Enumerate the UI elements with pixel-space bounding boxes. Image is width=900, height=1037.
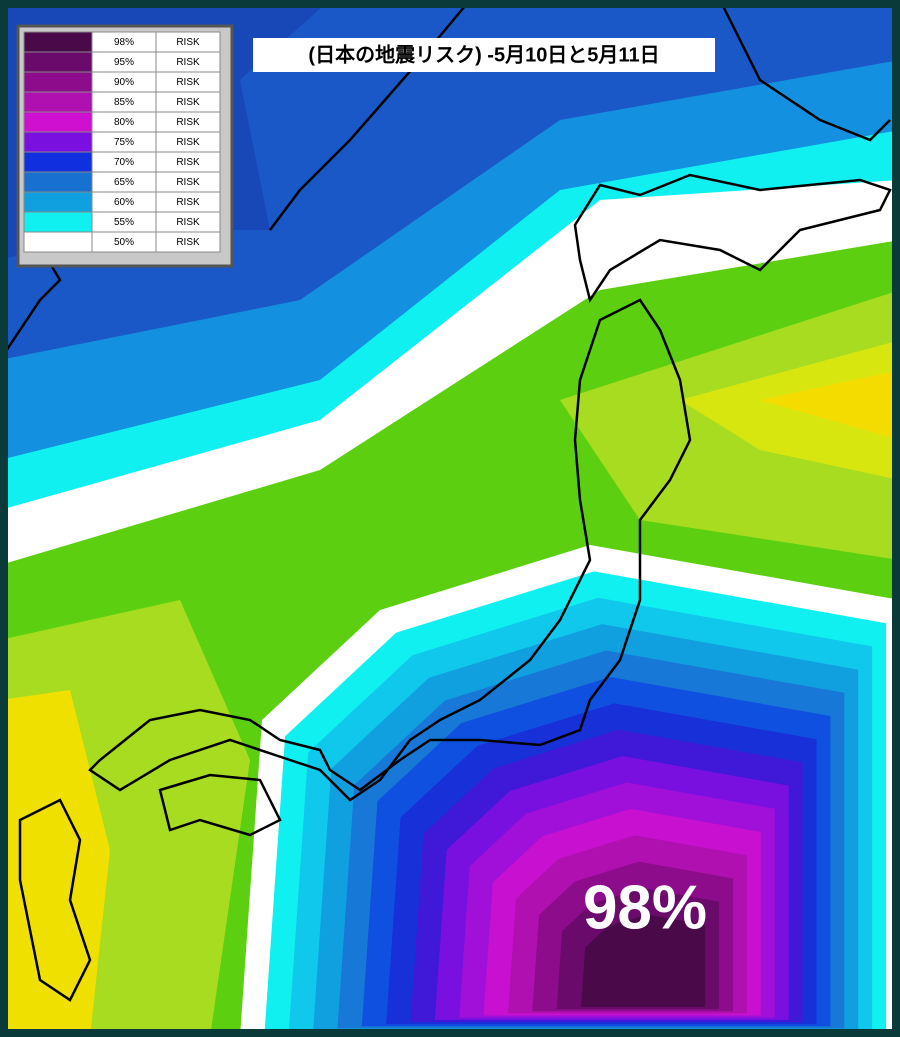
legend-percent: 90% [114,77,134,88]
legend-swatch [23,191,93,213]
legend: 98% RISK 95% RISK 90% RISK 85% RISK 80% RISK 75% RI… [16,24,234,268]
legend-risk: RISK [176,217,200,228]
legend-risk: RISK [176,237,200,248]
legend-swatch [23,231,93,253]
legend-percent: 55% [114,217,134,228]
legend-risk: RISK [176,117,200,128]
legend-risk: RISK [176,157,200,168]
legend-percent: 80% [114,117,134,128]
legend-swatch [23,171,93,193]
legend-risk: RISK [176,57,200,68]
legend-percent: 60% [114,197,134,208]
band [760,371,894,439]
band [680,341,894,479]
legend-risk: RISK [176,37,200,48]
legend-swatch [23,151,93,173]
legend-cell [155,231,221,253]
legend-swatch [23,51,93,73]
peak-label: 98% [583,873,707,942]
legend-risk: RISK [176,97,200,108]
legend-percent: 65% [114,177,134,188]
legend-swatch [23,131,93,153]
band [581,914,706,1007]
title-box [253,38,715,72]
legend-risk: RISK [176,197,200,208]
legend-risk: RISK [176,137,200,148]
legend-percent: 98% [114,37,134,48]
legend-swatch [23,111,93,133]
legend-percent: 95% [114,57,134,68]
legend-percent: 75% [114,137,134,148]
legend-swatch [23,211,93,233]
legend-swatch [23,91,93,113]
legend-risk: RISK [176,177,200,188]
title: (日本の地震リスク) -5月10日と5月11日 [308,43,659,66]
legend-swatch [23,71,93,93]
legend-swatch [23,31,93,53]
legend-percent: 50% [114,237,134,248]
legend-risk: RISK [176,77,200,88]
legend-percent: 70% [114,157,134,168]
legend-percent: 85% [114,97,134,108]
